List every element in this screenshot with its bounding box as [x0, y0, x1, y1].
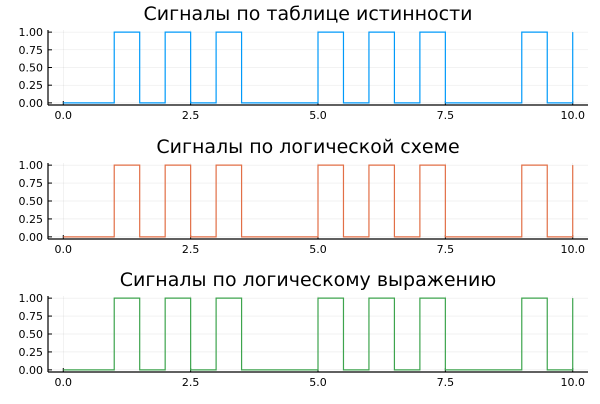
x-tick-label: 5.0	[309, 243, 327, 256]
x-tick-label: 2.5	[182, 243, 200, 256]
x-tick-label: 10.0	[560, 109, 585, 122]
y-tick-label: 0.50	[19, 328, 44, 341]
y-tick-label: 0.25	[19, 213, 44, 226]
x-tick-label: 0.0	[55, 243, 73, 256]
x-tick-label: 2.5	[182, 109, 200, 122]
y-tick-label: 0.75	[19, 44, 44, 57]
y-tick-label: 0.00	[19, 97, 44, 110]
x-tick-label: 10.0	[560, 243, 585, 256]
y-tick-label: 0.75	[19, 310, 44, 323]
x-tick-label: 10.0	[560, 376, 585, 389]
x-tick-label: 7.5	[437, 243, 455, 256]
y-tick-label: 0.25	[19, 346, 44, 359]
y-tick-label: 0.50	[19, 195, 44, 208]
subplot-3: Сигналы по логическому выражению 0.0 2.5 5.…	[19, 269, 588, 389]
subplot-title: Сигналы по таблице истинности	[143, 3, 472, 25]
x-tick-label: 7.5	[437, 109, 455, 122]
x-tick-label: 2.5	[182, 376, 200, 389]
y-tick-label: 1.00	[19, 159, 44, 172]
subplot-1: Сигналы по таблице истинности 0.0 2.5 5.0 7.…	[19, 3, 588, 122]
x-tick-label: 7.5	[437, 376, 455, 389]
subplot-2: Сигналы по логической схеме 0.0 2.5 5.0 7.5 1…	[19, 136, 588, 256]
x-tick-label: 5.0	[309, 376, 327, 389]
y-tick-label: 1.00	[19, 26, 44, 39]
signal-series	[63, 164, 574, 238]
x-tick-label: 5.0	[309, 109, 327, 122]
subplot-title: Сигналы по логической схеме	[156, 136, 459, 158]
signal-series	[63, 297, 574, 371]
y-tick-label: 0.00	[19, 364, 44, 377]
x-tick-label: 0.0	[55, 109, 73, 122]
y-tick-label: 0.00	[19, 231, 44, 244]
y-tick-label: 0.50	[19, 62, 44, 75]
signal-series	[63, 31, 574, 104]
y-tick-label: 0.25	[19, 79, 44, 92]
subplot-title: Сигналы по логическому выражению	[120, 269, 497, 291]
x-tick-label: 0.0	[55, 376, 73, 389]
y-tick-label: 1.00	[19, 292, 44, 305]
y-tick-label: 0.75	[19, 177, 44, 190]
